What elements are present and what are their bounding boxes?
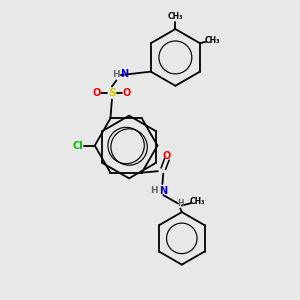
Text: O: O bbox=[93, 88, 101, 98]
Text: H: H bbox=[151, 186, 158, 195]
Text: N: N bbox=[120, 70, 128, 80]
Text: O: O bbox=[163, 151, 171, 161]
Text: CH₃: CH₃ bbox=[168, 12, 183, 21]
Text: CH₃: CH₃ bbox=[205, 36, 220, 45]
Text: O: O bbox=[123, 88, 131, 98]
Text: N: N bbox=[159, 186, 167, 196]
Text: Cl: Cl bbox=[73, 140, 84, 151]
Text: H: H bbox=[112, 70, 120, 79]
Text: H: H bbox=[178, 199, 184, 208]
Text: CH₃: CH₃ bbox=[190, 197, 206, 206]
Text: S: S bbox=[108, 88, 116, 98]
